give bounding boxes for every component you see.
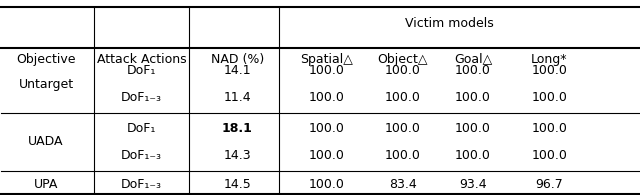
Text: 93.4: 93.4 — [459, 177, 487, 191]
Text: Victim models: Victim models — [404, 17, 493, 30]
Text: 100.0: 100.0 — [308, 91, 344, 104]
Text: DoF₁₋₃: DoF₁₋₃ — [121, 149, 162, 162]
Text: 11.4: 11.4 — [223, 91, 251, 104]
Text: Untarget: Untarget — [19, 78, 74, 90]
Text: 100.0: 100.0 — [455, 64, 491, 77]
Text: 100.0: 100.0 — [531, 91, 567, 104]
Text: Spatial△: Spatial△ — [300, 53, 353, 66]
Text: 100.0: 100.0 — [455, 149, 491, 162]
Text: DoF₁₋₃: DoF₁₋₃ — [121, 91, 162, 104]
Text: 100.0: 100.0 — [308, 64, 344, 77]
Text: 100.0: 100.0 — [308, 122, 344, 135]
Text: 100.0: 100.0 — [385, 149, 420, 162]
Text: Attack Actions: Attack Actions — [97, 53, 186, 66]
Text: NAD (%): NAD (%) — [211, 53, 264, 66]
Text: DoF₁: DoF₁ — [127, 64, 156, 77]
Text: 100.0: 100.0 — [455, 122, 491, 135]
Text: 100.0: 100.0 — [455, 91, 491, 104]
Text: Object△: Object△ — [378, 53, 428, 66]
Text: UADA: UADA — [28, 135, 64, 148]
Text: 100.0: 100.0 — [385, 64, 420, 77]
Text: 83.4: 83.4 — [389, 177, 417, 191]
Text: 100.0: 100.0 — [531, 122, 567, 135]
Text: 100.0: 100.0 — [385, 122, 420, 135]
Text: 100.0: 100.0 — [531, 64, 567, 77]
Text: 100.0: 100.0 — [385, 91, 420, 104]
Text: 14.1: 14.1 — [223, 64, 251, 77]
Text: 18.1: 18.1 — [221, 122, 253, 135]
Text: 100.0: 100.0 — [308, 149, 344, 162]
Text: 100.0: 100.0 — [531, 149, 567, 162]
Text: 100.0: 100.0 — [308, 177, 344, 191]
Text: UPA: UPA — [34, 177, 58, 191]
Text: Objective: Objective — [16, 53, 76, 66]
Text: Long*: Long* — [531, 53, 568, 66]
Text: 14.3: 14.3 — [223, 149, 251, 162]
Text: 14.5: 14.5 — [223, 177, 251, 191]
Text: Goal△: Goal△ — [454, 53, 492, 66]
Text: DoF₁₋₃: DoF₁₋₃ — [121, 177, 162, 191]
Text: 96.7: 96.7 — [536, 177, 563, 191]
Text: DoF₁: DoF₁ — [127, 122, 156, 135]
